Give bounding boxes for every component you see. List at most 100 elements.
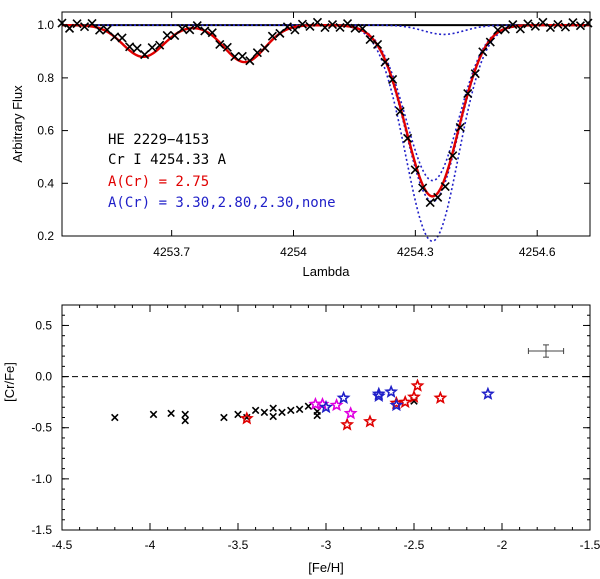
literature-point xyxy=(167,409,175,418)
observed-point xyxy=(388,74,398,84)
observed-point xyxy=(545,22,555,33)
literature-point xyxy=(111,413,119,422)
observed-point xyxy=(102,25,112,35)
spectrum-x-tick-label: 4254.6 xyxy=(519,245,556,259)
star-point-1 xyxy=(239,411,254,425)
star-name-annotation: HE 2229−4153 xyxy=(108,132,209,148)
star-point-3 xyxy=(336,390,351,405)
literature-point xyxy=(149,410,158,419)
observed-point xyxy=(192,20,202,31)
abundance-x-tick-label: -4 xyxy=(145,538,156,552)
best-fit-curve xyxy=(62,23,590,198)
spectrum-x-tick-label: 4253.7 xyxy=(153,245,190,259)
observed-point xyxy=(252,48,262,58)
literature-point xyxy=(269,412,277,421)
spectrum-y-axis-label: Arbitrary Flux xyxy=(10,85,25,163)
abundance-x-tick-label: -2.5 xyxy=(404,538,425,552)
abundance-x-tick-label: -4.5 xyxy=(52,538,73,552)
observed-point xyxy=(79,22,90,32)
observed-point xyxy=(72,19,82,29)
observed-point xyxy=(110,32,120,42)
literature-point xyxy=(278,408,286,417)
spectrum-panel: 4253.7 4254 4254.3 4254.6 0.2 0.4 0.6 0.8 1.0 L… xyxy=(10,11,593,279)
abundance-x-tick-label: -2 xyxy=(497,538,508,552)
observed-point xyxy=(470,69,480,79)
literature-point xyxy=(181,410,189,419)
observed-point xyxy=(530,21,540,31)
observed-point xyxy=(418,183,428,193)
observed-point xyxy=(342,19,353,29)
abundance-y-tick-label: -1.0 xyxy=(31,472,52,486)
literature-point xyxy=(181,416,189,425)
observed-point xyxy=(508,20,518,30)
observed-point xyxy=(500,24,510,34)
observed-point xyxy=(455,122,465,133)
star-point-3 xyxy=(371,386,386,400)
star-point-3 xyxy=(384,384,399,398)
observed-point xyxy=(410,165,420,175)
observed-point xyxy=(185,25,195,35)
observed-point xyxy=(553,19,563,29)
abundance-y-axis-label: [Cr/Fe] xyxy=(2,362,17,402)
observed-point xyxy=(365,34,375,45)
abundance-y-tick-label: 0.0 xyxy=(35,370,52,384)
observed-point xyxy=(312,17,323,27)
observed-point xyxy=(433,192,443,202)
observed-point xyxy=(463,89,473,99)
star-point-1 xyxy=(398,394,413,409)
spectrum-y-tick-label: 0.2 xyxy=(37,229,54,243)
observed-point xyxy=(327,19,338,30)
line-id-annotation: Cr I 4254.33 A xyxy=(108,152,227,168)
literature-point xyxy=(234,410,242,419)
observed-point xyxy=(357,24,368,34)
comparison-annotation: A(Cr) = 3.30,2.80,2.30,none xyxy=(108,195,336,211)
observed-point xyxy=(538,17,548,27)
observed-point xyxy=(373,39,383,50)
star-point-3 xyxy=(389,397,404,412)
spectrum-x-axis-label: Lambda xyxy=(303,264,351,279)
observed-point xyxy=(380,57,390,67)
observed-point xyxy=(200,26,210,36)
observed-point xyxy=(485,37,495,47)
observed-point xyxy=(395,106,405,117)
observed-point xyxy=(140,50,150,60)
star-point-3 xyxy=(480,386,495,400)
observed-point xyxy=(170,30,180,41)
star-point-1 xyxy=(433,390,448,405)
abundance-x-tick-label: -3 xyxy=(321,538,332,552)
observed-point xyxy=(403,133,413,143)
observed-point xyxy=(267,31,277,41)
observed-point xyxy=(237,51,247,61)
observed-point xyxy=(245,56,255,66)
best-fit-annotation: A(Cr) = 2.75 xyxy=(108,174,209,190)
observed-point xyxy=(132,43,142,53)
spectrum-frame xyxy=(61,11,591,237)
abundance-x-tick-label: -3.5 xyxy=(228,538,249,552)
observed-point xyxy=(215,39,225,50)
observed-point xyxy=(575,21,586,31)
observed-point xyxy=(147,42,157,53)
observed-point xyxy=(117,33,127,43)
spectrum-y-tick-label: 0.4 xyxy=(37,176,54,190)
star-point-1 xyxy=(363,414,377,428)
spectrum-y-tick-label: 0.6 xyxy=(37,124,54,138)
spectrum-y-tick-label: 1.0 xyxy=(37,18,54,32)
star-point-1 xyxy=(407,389,421,403)
observed-point xyxy=(305,21,315,31)
observed-point xyxy=(320,23,330,33)
abundance-x-axis-label: [Fe/H] xyxy=(308,560,343,575)
observed-point xyxy=(335,22,345,32)
literature-point xyxy=(220,413,228,422)
abundance-y-tick-label: -0.5 xyxy=(31,421,52,435)
observed-point xyxy=(87,18,97,28)
observed-point xyxy=(275,28,285,38)
observed-point xyxy=(207,28,217,38)
literature-point xyxy=(287,406,295,415)
abundance-y-tick-label: -1.5 xyxy=(31,523,52,537)
observed-point xyxy=(95,25,105,35)
star-point-1 xyxy=(410,378,425,392)
observed-point xyxy=(125,42,135,52)
literature-point xyxy=(295,405,304,414)
observed-point xyxy=(297,19,308,29)
